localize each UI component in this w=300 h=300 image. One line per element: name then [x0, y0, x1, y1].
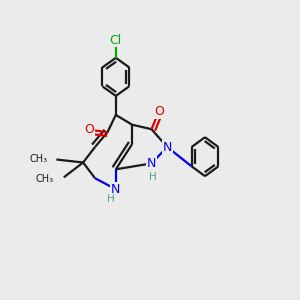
Text: Cl: Cl [110, 34, 122, 46]
Text: CH₃: CH₃ [29, 154, 47, 164]
Text: CH₃: CH₃ [35, 174, 53, 184]
Text: H: H [107, 194, 115, 204]
Text: H: H [149, 172, 157, 182]
Text: N: N [147, 157, 156, 170]
Text: N: N [111, 183, 121, 196]
Text: O: O [84, 123, 94, 136]
Text: O: O [154, 105, 164, 118]
Text: N: N [163, 140, 172, 154]
